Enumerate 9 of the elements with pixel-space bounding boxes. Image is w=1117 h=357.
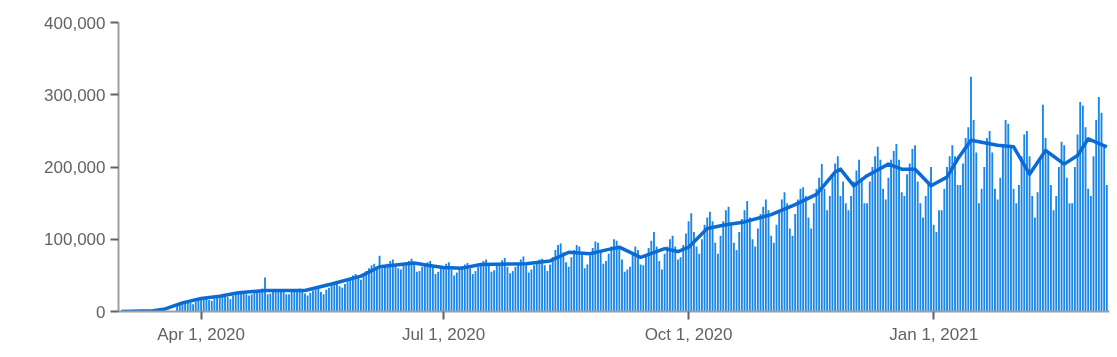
y-tick-label: 300,000 <box>44 85 106 105</box>
y-tick-label: 0 <box>96 302 106 322</box>
x-tick-label: Apr 1, 2020 <box>157 324 246 344</box>
y-tick-label: 400,000 <box>44 13 106 33</box>
y-tick-label: 100,000 <box>44 230 106 250</box>
y-tick-label: 200,000 <box>44 158 106 177</box>
x-tick-label: Jul 1, 2020 <box>401 324 486 344</box>
x-tick-label: Oct 1, 2020 <box>644 324 733 344</box>
x-tick-label: Jan 1, 2021 <box>889 324 979 344</box>
